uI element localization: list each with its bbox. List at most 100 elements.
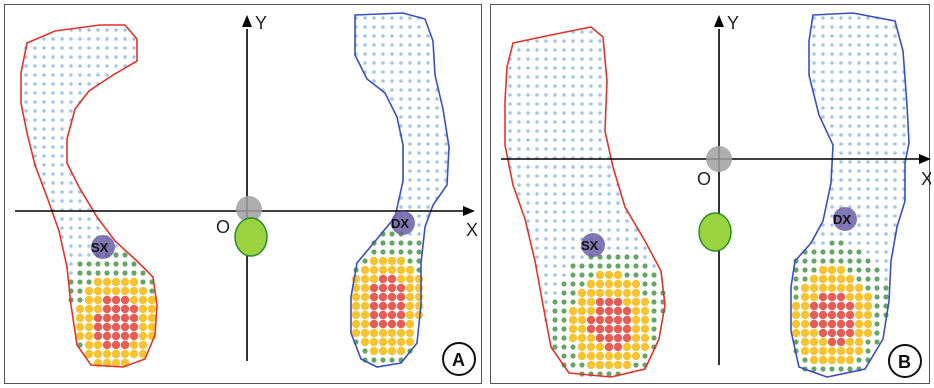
pressure-dot <box>369 274 379 284</box>
pressure-dot <box>544 129 548 133</box>
pressure-dot <box>598 201 602 205</box>
pressure-dot <box>544 147 548 151</box>
pressure-dot <box>562 66 566 70</box>
pressure-dot <box>84 340 94 350</box>
pressure-dot <box>122 252 128 258</box>
pressure-dot <box>818 346 828 356</box>
pressure-dot <box>408 88 412 92</box>
pressure-dot <box>613 315 623 325</box>
pressure-dot <box>526 183 530 187</box>
pressure-dot <box>580 93 584 97</box>
pressure-dot <box>111 358 121 368</box>
pressure-dot <box>69 37 73 41</box>
pressure-dot <box>93 286 103 296</box>
pressure-dot <box>580 129 584 133</box>
pressure-dot <box>839 151 843 155</box>
pressure-dot <box>607 237 611 241</box>
pressure-dot <box>372 70 376 74</box>
pressure-dot <box>562 93 566 97</box>
pressure-dot <box>586 279 596 289</box>
pressure-dot <box>147 313 157 323</box>
pressure-dot <box>589 192 593 196</box>
left-foot-outline <box>20 24 158 368</box>
pressure-dot <box>818 274 828 284</box>
pressure-dot <box>390 97 394 101</box>
pressure-dot <box>408 196 412 200</box>
pressure-dot <box>417 97 421 101</box>
pressure-dot <box>580 192 584 196</box>
pressure-dot <box>809 337 819 347</box>
pressure-dot <box>884 250 888 254</box>
pressure-dot <box>606 254 612 260</box>
pressure-dot <box>902 97 906 101</box>
pressure-dot <box>426 79 430 83</box>
pressure-dot <box>642 353 648 359</box>
pressure-dot <box>42 181 46 185</box>
pressure-dot <box>893 61 897 65</box>
pressure-dot <box>360 337 370 347</box>
pressure-dot <box>607 165 611 169</box>
pressure-dot <box>857 115 861 119</box>
pressure-dot <box>875 43 879 47</box>
pressure-dot <box>84 313 94 323</box>
pressure-dot <box>535 147 539 151</box>
pressure-dot <box>378 310 388 320</box>
pressure-dot <box>69 64 73 68</box>
pressure-dot <box>138 313 148 323</box>
pressure-dot <box>517 84 521 88</box>
pressure-dot <box>51 100 55 104</box>
pressure-dot <box>902 115 906 119</box>
pressure-dot <box>132 46 136 50</box>
pressure-dot <box>372 79 376 83</box>
pressure-dot <box>131 270 137 276</box>
pressure-dot <box>598 84 602 88</box>
pressure-dot <box>435 97 439 101</box>
pressure-dot <box>77 270 83 276</box>
pressure-dot <box>33 154 37 158</box>
pressure-dot <box>607 174 611 178</box>
pressure-dot <box>508 84 512 88</box>
pressure-dot <box>77 297 83 303</box>
pressure-dot <box>839 25 843 29</box>
pressure-dot <box>634 237 638 241</box>
pressure-dot <box>372 61 376 65</box>
pressure-dot <box>129 295 139 305</box>
pressure-dot <box>102 304 112 314</box>
pressure-dot <box>399 34 403 38</box>
pressure-dot <box>544 93 548 97</box>
pressure-dot <box>839 52 843 56</box>
pressure-dot <box>526 57 530 61</box>
pressure-dot <box>568 306 578 316</box>
pressure-dot <box>111 277 121 287</box>
pressure-dot <box>544 39 548 43</box>
pressure-dot <box>589 138 593 142</box>
pressure-dot <box>829 366 835 372</box>
pressure-dot <box>856 249 862 255</box>
pressure-dot <box>544 138 548 142</box>
pressure-dot <box>821 88 825 92</box>
pressure-dot <box>60 145 64 149</box>
pressure-dot <box>77 279 83 285</box>
pressure-dot <box>86 261 92 267</box>
pressure-dot <box>604 315 614 325</box>
pressure-dot <box>580 165 584 169</box>
pressure-dot <box>360 328 370 338</box>
x-axis-label: X <box>466 220 478 240</box>
pressure-dot <box>607 210 611 214</box>
pressure-dot <box>615 254 621 260</box>
pressure-dot <box>821 106 825 110</box>
x-axis-arrow <box>919 154 931 164</box>
pressure-dot <box>589 84 593 88</box>
pressure-dot <box>138 349 148 359</box>
pressure-dot <box>553 111 557 115</box>
pressure-dot <box>417 70 421 74</box>
pressure-dot <box>417 142 421 146</box>
pressure-dot <box>631 342 641 352</box>
pressure-dot <box>884 196 888 200</box>
pressure-dot <box>562 174 566 178</box>
pressure-dot <box>426 160 430 164</box>
pressure-dot <box>622 279 632 289</box>
pressure-dot <box>866 79 870 83</box>
pressure-dot <box>607 228 611 232</box>
pressure-dot <box>526 120 530 124</box>
